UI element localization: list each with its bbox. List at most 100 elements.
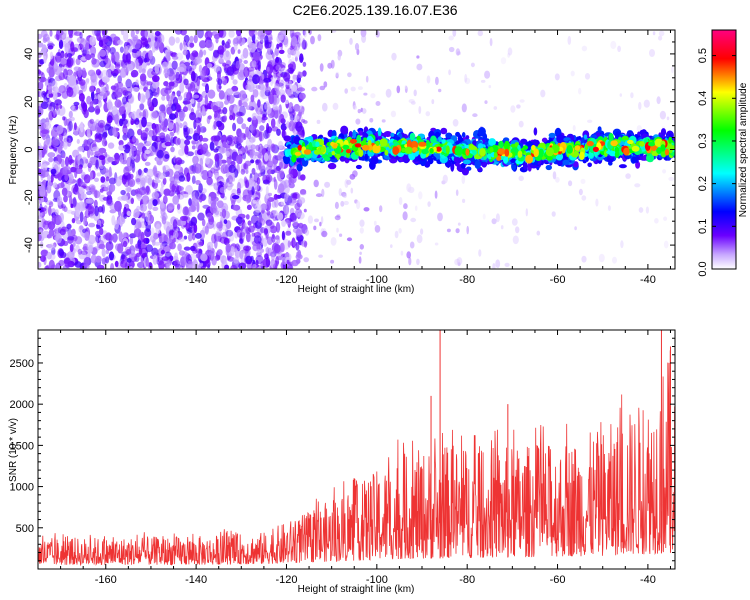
- noise-blob: [130, 146, 137, 151]
- noise-blob: [155, 135, 162, 143]
- noise-blob: [238, 69, 245, 78]
- noise-blob: [267, 144, 271, 152]
- noise-blob: [195, 180, 201, 185]
- noise-blob: [114, 69, 122, 74]
- noise-blob: [264, 30, 272, 36]
- faint-blob: [265, 86, 271, 92]
- faint-blob: [271, 42, 274, 51]
- noise-blob: [72, 159, 80, 168]
- noise-blob: [68, 110, 73, 118]
- noise-blob: [211, 135, 218, 142]
- faint-blob: [466, 225, 470, 235]
- faint-blob: [464, 73, 468, 83]
- noise-blob: [235, 154, 243, 165]
- noise-blob: [241, 232, 246, 237]
- noise-blob: [56, 196, 63, 206]
- noise-blob: [222, 107, 228, 115]
- noise-blob: [185, 185, 194, 195]
- faint-blob: [331, 30, 337, 33]
- noise-blob: [279, 170, 285, 179]
- noise-blob: [145, 186, 150, 192]
- faint-blob: [396, 85, 401, 94]
- faint-blob: [295, 228, 302, 237]
- noise-blob: [135, 79, 139, 86]
- noise-blob: [98, 147, 107, 154]
- faint-blob: [435, 76, 439, 86]
- noise-blob: [275, 90, 281, 95]
- noise-blob: [245, 214, 250, 220]
- noise-blob: [193, 163, 202, 174]
- noise-blob: [169, 242, 176, 250]
- noise-blob: [194, 117, 202, 124]
- faint-blob: [375, 101, 381, 106]
- faint-blob: [587, 119, 593, 124]
- noise-blob: [63, 132, 68, 142]
- noise-blob: [188, 205, 197, 213]
- noise-blob: [191, 62, 197, 70]
- signal-blob: [477, 127, 486, 137]
- faint-blob: [489, 38, 493, 47]
- noise-blob: [232, 112, 236, 121]
- noise-blob: [87, 204, 95, 215]
- noise-blob: [206, 177, 213, 186]
- faint-blob: [369, 118, 374, 123]
- noise-blob: [291, 237, 296, 248]
- noise-blob: [67, 236, 75, 241]
- noise-blob: [258, 158, 262, 170]
- noise-blob: [84, 231, 90, 241]
- noise-blob: [106, 115, 113, 124]
- noise-blob: [151, 97, 158, 108]
- noise-blob: [162, 195, 168, 205]
- noise-blob: [39, 203, 43, 214]
- noise-blob: [125, 249, 132, 255]
- noise-blob: [242, 47, 249, 59]
- noise-blob: [148, 49, 153, 60]
- noise-blob: [198, 241, 204, 246]
- noise-blob: [51, 208, 56, 214]
- noise-blob: [160, 243, 165, 250]
- noise-blob: [118, 140, 124, 146]
- noise-blob: [108, 251, 115, 261]
- noise-blob: [77, 248, 83, 255]
- noise-blob: [271, 201, 277, 208]
- noise-blob: [109, 209, 117, 214]
- noise-blob: [295, 208, 302, 218]
- noise-blob: [243, 222, 247, 230]
- noise-blob: [85, 78, 90, 83]
- noise-blob: [298, 197, 306, 204]
- noise-blob: [69, 231, 75, 236]
- noise-blob: [189, 81, 196, 92]
- noise-blob: [257, 35, 265, 41]
- noise-blob: [183, 78, 189, 86]
- noise-blob: [171, 183, 180, 193]
- noise-blob: [255, 255, 264, 265]
- noise-blob: [140, 38, 149, 46]
- noise-blob: [69, 244, 74, 252]
- noise-blob: [82, 184, 88, 189]
- noise-blob: [90, 149, 94, 156]
- noise-blob: [219, 236, 228, 244]
- noise-blob: [219, 186, 227, 194]
- noise-blob: [38, 33, 43, 40]
- noise-blob: [179, 250, 185, 256]
- noise-blob: [198, 183, 203, 194]
- faint-blob: [274, 238, 280, 243]
- faint-blob: [645, 206, 650, 214]
- noise-blob: [144, 161, 151, 166]
- noise-blob: [43, 144, 48, 155]
- noise-blob: [133, 228, 142, 238]
- faint-blob: [266, 66, 270, 72]
- noise-blob: [253, 172, 259, 183]
- noise-blob: [83, 264, 90, 269]
- noise-blob: [48, 157, 54, 163]
- noise-blob: [123, 110, 127, 119]
- noise-blob: [104, 151, 108, 158]
- noise-blob: [145, 244, 153, 253]
- noise-blob: [104, 123, 111, 131]
- noise-blob: [205, 39, 213, 49]
- faint-blob: [454, 258, 461, 266]
- faint-blob: [507, 52, 510, 58]
- noise-blob: [277, 140, 284, 149]
- noise-blob: [123, 166, 130, 176]
- noise-blob: [192, 155, 199, 165]
